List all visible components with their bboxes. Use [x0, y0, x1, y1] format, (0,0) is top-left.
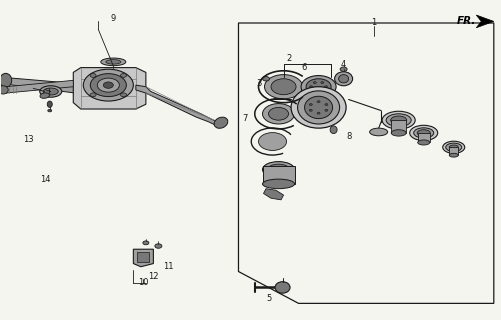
Circle shape: [48, 109, 52, 112]
Circle shape: [258, 132, 286, 150]
Ellipse shape: [409, 125, 437, 140]
Circle shape: [320, 82, 323, 84]
Ellipse shape: [106, 60, 121, 64]
Circle shape: [324, 104, 327, 106]
Ellipse shape: [334, 72, 352, 86]
Circle shape: [320, 90, 323, 92]
Circle shape: [324, 109, 327, 111]
Circle shape: [83, 69, 133, 101]
Polygon shape: [448, 147, 457, 155]
Circle shape: [143, 241, 149, 245]
Circle shape: [90, 93, 96, 97]
Ellipse shape: [297, 91, 339, 124]
Circle shape: [268, 108, 288, 120]
Ellipse shape: [40, 93, 50, 98]
Ellipse shape: [448, 153, 457, 157]
Polygon shape: [1, 77, 76, 93]
Circle shape: [301, 76, 336, 98]
Ellipse shape: [40, 86, 62, 97]
Ellipse shape: [43, 88, 58, 95]
Text: 6: 6: [300, 63, 306, 72]
Polygon shape: [73, 68, 146, 109]
Circle shape: [264, 75, 302, 99]
Circle shape: [313, 82, 316, 84]
Bar: [137, 252, 149, 262]
Text: 2: 2: [286, 53, 291, 62]
Circle shape: [340, 67, 346, 71]
Text: 3: 3: [256, 79, 261, 88]
Ellipse shape: [291, 87, 345, 128]
Ellipse shape: [448, 145, 457, 149]
Ellipse shape: [413, 128, 433, 138]
Circle shape: [262, 104, 294, 124]
Text: 4: 4: [340, 60, 346, 69]
Polygon shape: [263, 189, 283, 200]
Text: 8: 8: [345, 132, 351, 140]
Ellipse shape: [417, 140, 429, 145]
Ellipse shape: [47, 101, 52, 108]
Ellipse shape: [369, 128, 387, 136]
Polygon shape: [390, 120, 405, 133]
Text: 5: 5: [266, 294, 271, 303]
Ellipse shape: [275, 282, 290, 293]
Circle shape: [313, 90, 316, 92]
Text: 12: 12: [148, 272, 158, 281]
Ellipse shape: [442, 141, 464, 153]
Circle shape: [309, 86, 312, 88]
Polygon shape: [475, 15, 493, 28]
Ellipse shape: [304, 96, 332, 119]
Text: 14: 14: [41, 175, 51, 184]
Ellipse shape: [445, 143, 461, 151]
Text: 1: 1: [370, 19, 376, 28]
Ellipse shape: [416, 130, 429, 136]
Ellipse shape: [0, 86, 8, 94]
Text: 9: 9: [111, 14, 116, 23]
Circle shape: [97, 78, 119, 92]
Polygon shape: [133, 249, 153, 267]
Ellipse shape: [385, 114, 410, 126]
Text: 13: 13: [23, 135, 34, 144]
Circle shape: [120, 74, 126, 77]
Circle shape: [317, 101, 320, 103]
Circle shape: [306, 79, 331, 95]
Circle shape: [120, 93, 126, 97]
Text: 11: 11: [163, 262, 173, 271]
Ellipse shape: [390, 116, 406, 124]
Circle shape: [90, 74, 96, 77]
Circle shape: [271, 79, 296, 95]
Text: 10: 10: [138, 278, 148, 287]
Ellipse shape: [338, 75, 348, 83]
Circle shape: [309, 109, 312, 111]
Ellipse shape: [214, 117, 227, 128]
Ellipse shape: [101, 58, 126, 66]
Ellipse shape: [390, 130, 405, 136]
Polygon shape: [262, 166, 294, 184]
Circle shape: [90, 74, 126, 97]
Text: FR.: FR.: [456, 16, 475, 27]
Ellipse shape: [0, 73, 12, 87]
Text: 7: 7: [242, 114, 247, 123]
Polygon shape: [136, 85, 223, 126]
Ellipse shape: [262, 179, 294, 189]
Ellipse shape: [262, 162, 294, 178]
Circle shape: [309, 104, 312, 106]
Ellipse shape: [330, 126, 337, 133]
Ellipse shape: [381, 111, 414, 129]
Ellipse shape: [267, 164, 289, 175]
Circle shape: [155, 244, 161, 248]
Circle shape: [262, 76, 269, 81]
Circle shape: [324, 86, 327, 88]
Circle shape: [103, 82, 113, 88]
Polygon shape: [417, 133, 429, 142]
Circle shape: [317, 112, 320, 114]
Polygon shape: [6, 80, 73, 93]
